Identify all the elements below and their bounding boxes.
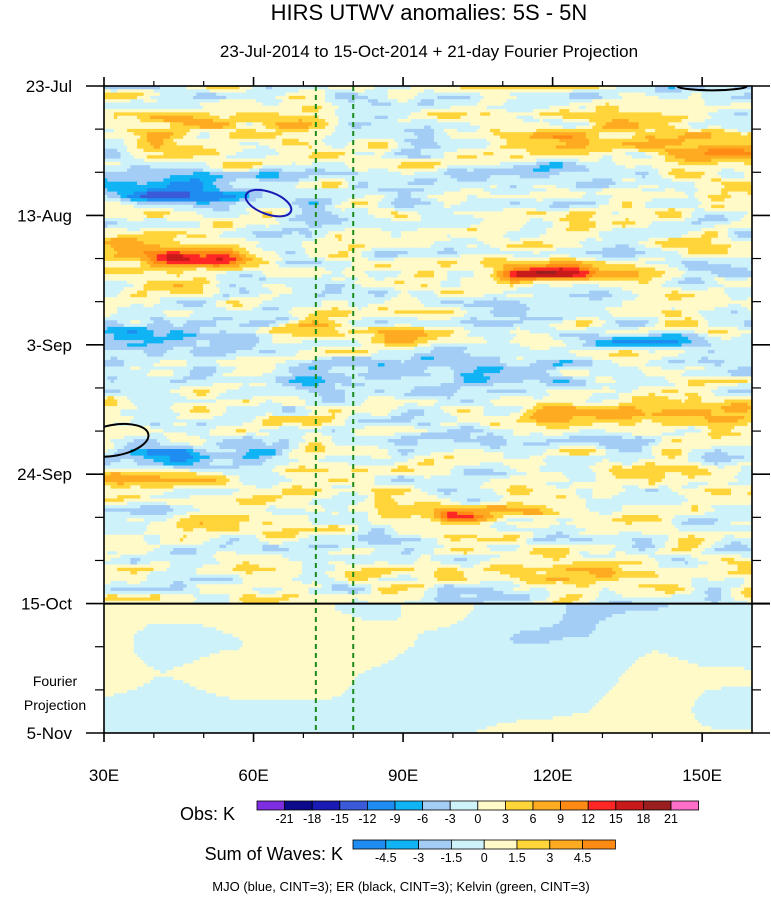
hovmoller-chart: HIRS UTWV anomalies: 5S - 5N 23-Jul-2014…: [0, 0, 771, 899]
chart-title: HIRS UTWV anomalies: 5S - 5N: [271, 0, 588, 25]
chart-subtitle: 23-Jul-2014 to 15-Oct-2014 + 21-day Four…: [220, 42, 638, 61]
anomaly-field: [104, 86, 755, 737]
